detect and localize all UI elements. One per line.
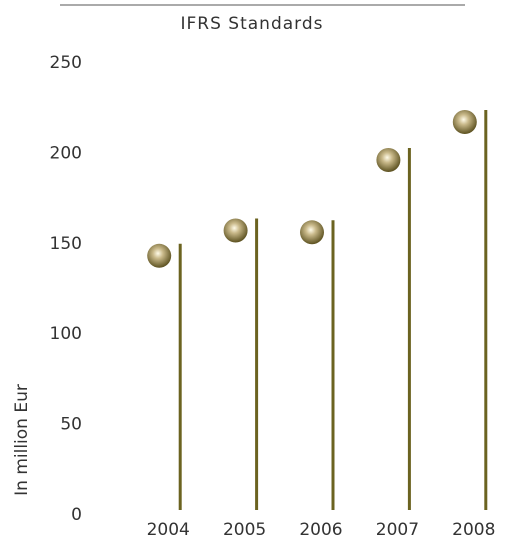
y-tick-label: 0: [71, 505, 82, 525]
y-tick-label: 150: [50, 234, 82, 254]
y-tick-label: 200: [50, 143, 82, 163]
x-tick-label: 2007: [376, 520, 419, 540]
x-tick-label: 2006: [299, 520, 342, 540]
chart-title: IFRS Standards: [181, 14, 324, 34]
y-axis-label: In million Eur: [12, 384, 32, 496]
ball: [376, 147, 401, 172]
ball: [452, 110, 477, 135]
y-tick-label: 50: [60, 415, 82, 435]
ball: [223, 218, 248, 243]
x-tick-label: 2008: [452, 520, 495, 540]
ball: [147, 243, 172, 268]
y-tick-label: 250: [50, 53, 82, 73]
ball: [300, 220, 324, 245]
x-tick-label: 2005: [223, 520, 266, 540]
y-tick-label: 100: [50, 324, 82, 344]
x-tick-label: 2004: [147, 520, 190, 540]
